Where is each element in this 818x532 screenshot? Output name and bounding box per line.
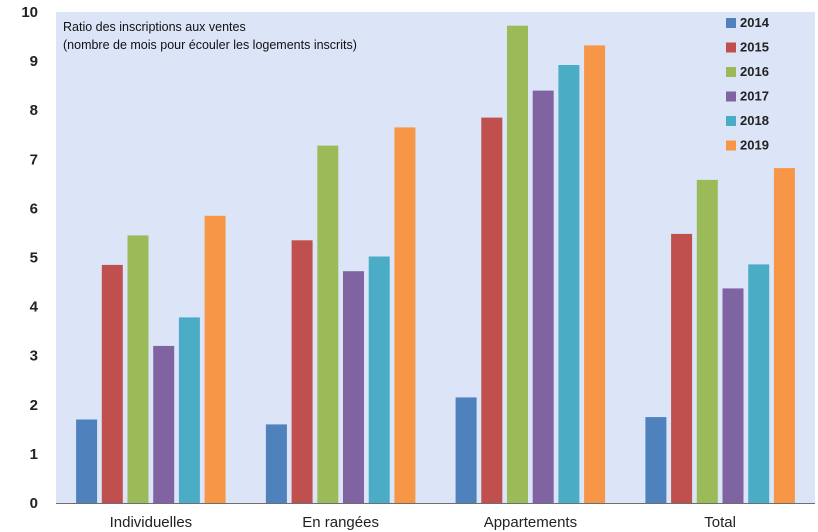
- x-tick-label: Total: [704, 514, 736, 531]
- y-tick-label: 1: [30, 446, 38, 463]
- y-tick-label: 8: [30, 102, 38, 119]
- legend-swatch: [726, 140, 736, 151]
- bar-individuelles-2019: [204, 215, 226, 504]
- legend-label: 2015: [740, 40, 769, 55]
- legend-label: 2017: [740, 89, 769, 104]
- legend-swatch: [726, 18, 736, 28]
- y-tick-label: 5: [30, 250, 38, 267]
- chart-subtitle: (nombre de mois pour écouler les logemen…: [63, 38, 357, 52]
- bar-appartements-2017: [532, 90, 554, 503]
- bar-appartements-2018: [558, 65, 580, 503]
- bar-en-rang-es-2018: [368, 256, 390, 503]
- bar-total-2018: [748, 264, 770, 503]
- bar-appartements-2019: [584, 45, 606, 504]
- bar-individuelles-2016: [127, 235, 149, 503]
- y-tick-label: 9: [30, 53, 38, 70]
- legend-label: 2014: [740, 15, 770, 30]
- y-tick-label: 0: [30, 495, 38, 512]
- bar-total-2017: [722, 288, 744, 503]
- y-tick-label: 2: [30, 397, 38, 414]
- chart-title: Ratio des inscriptions aux ventes: [63, 20, 246, 34]
- bar-total-2016: [696, 179, 718, 503]
- y-tick-label: 7: [30, 151, 38, 168]
- bar-en-rang-es-2019: [394, 127, 416, 504]
- bar-total-2014: [645, 417, 667, 503]
- bar-appartements-2015: [481, 117, 503, 503]
- bar-appartements-2014: [455, 397, 477, 503]
- y-tick-label: 6: [30, 200, 38, 217]
- legend-label: 2018: [740, 113, 769, 128]
- x-tick-label: Individuelles: [110, 514, 193, 531]
- bar-en-rang-es-2014: [265, 424, 287, 503]
- bar-en-rang-es-2017: [343, 271, 364, 503]
- bar-individuelles-2018: [178, 317, 200, 503]
- bar-total-2019: [773, 168, 795, 503]
- bar-individuelles-2015: [101, 264, 123, 503]
- y-tick-label: 10: [21, 4, 38, 21]
- bar-en-rang-es-2015: [291, 240, 313, 504]
- legend-swatch: [726, 42, 736, 53]
- y-tick-label: 3: [30, 348, 38, 365]
- legend: 2014 2015 2016 2017 2018 2019: [726, 15, 770, 153]
- bar-individuelles-2017: [153, 345, 175, 503]
- bars-group: [76, 25, 795, 504]
- x-axis: Individuelles En rangées Appartements Total: [56, 503, 815, 531]
- legend-swatch: [726, 91, 736, 102]
- legend-label: 2019: [740, 138, 769, 153]
- legend-swatch: [726, 67, 736, 77]
- bar-appartements-2016: [507, 25, 528, 503]
- y-tick-label: 4: [30, 299, 39, 316]
- y-axis: 0 1 2 3 4 5 6 7 8 9 10: [21, 4, 38, 512]
- bar-individuelles-2014: [76, 419, 98, 503]
- bar-total-2015: [671, 233, 693, 503]
- legend-label: 2016: [740, 64, 769, 79]
- x-tick-label: Appartements: [484, 514, 577, 531]
- bar-en-rang-es-2016: [317, 145, 339, 503]
- x-tick-label: En rangées: [302, 514, 379, 531]
- legend-swatch: [726, 116, 736, 126]
